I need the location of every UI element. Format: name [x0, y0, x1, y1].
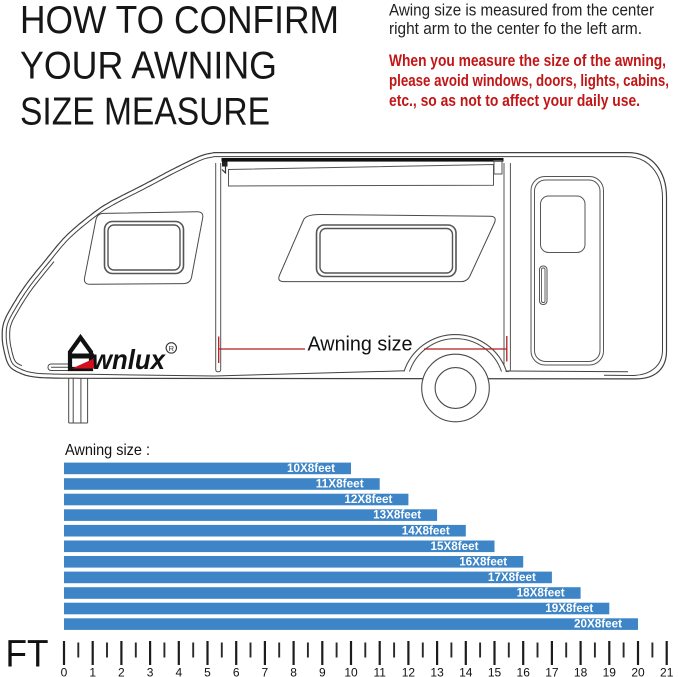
svg-text:20X8feet: 20X8feet — [574, 617, 622, 631]
svg-text:11: 11 — [373, 665, 386, 677]
svg-text:HOW TO CONFIRM: HOW TO CONFIRM — [20, 0, 339, 42]
svg-text:14: 14 — [459, 665, 473, 677]
svg-text:17: 17 — [545, 665, 559, 677]
svg-text:4: 4 — [175, 665, 182, 677]
svg-text:7: 7 — [262, 665, 269, 677]
svg-text:R: R — [169, 344, 175, 353]
svg-text:15: 15 — [488, 665, 502, 677]
svg-text:wnlux: wnlux — [92, 344, 167, 375]
svg-text:0: 0 — [61, 665, 68, 677]
svg-text:15X8feet: 15X8feet — [431, 539, 479, 553]
svg-text:YOUR AWNING: YOUR AWNING — [20, 45, 277, 88]
svg-text:12X8feet: 12X8feet — [344, 492, 392, 506]
svg-text:19: 19 — [603, 665, 617, 677]
svg-text:9: 9 — [319, 665, 326, 677]
svg-text:Awning size: Awning size — [308, 333, 413, 356]
svg-text:12: 12 — [402, 665, 416, 677]
svg-text:14X8feet: 14X8feet — [402, 523, 450, 537]
svg-text:5: 5 — [204, 665, 211, 677]
svg-text:18: 18 — [574, 665, 588, 677]
svg-text:20: 20 — [631, 665, 645, 677]
svg-text:2: 2 — [118, 665, 125, 677]
svg-text:16: 16 — [517, 665, 531, 677]
svg-text:10X8feet: 10X8feet — [287, 461, 335, 475]
svg-text:Awing size is measured from th: Awing size is measured from the center — [389, 1, 655, 19]
svg-text:17X8feet: 17X8feet — [488, 570, 536, 584]
svg-text:3: 3 — [147, 665, 154, 677]
svg-text:Awning size :: Awning size : — [65, 442, 150, 459]
svg-text:SIZE MEASURE: SIZE MEASURE — [20, 91, 270, 134]
svg-text:13: 13 — [430, 665, 444, 677]
svg-text:right arm to the center fo the: right arm to the center fo the left arm. — [389, 20, 642, 38]
svg-text:etc., so as not to affect your: etc., so as not to affect your daily use… — [389, 92, 640, 110]
svg-text:1: 1 — [89, 665, 96, 677]
svg-text:FT: FT — [6, 634, 49, 676]
svg-text:please avoid windows, doors, l: please avoid windows, doors, lights, cab… — [389, 72, 669, 90]
svg-text:13X8feet: 13X8feet — [373, 508, 421, 522]
svg-text:21: 21 — [660, 665, 674, 677]
svg-text:18X8feet: 18X8feet — [517, 586, 565, 600]
svg-text:6: 6 — [233, 665, 240, 677]
svg-text:16X8feet: 16X8feet — [459, 554, 507, 568]
svg-text:19X8feet: 19X8feet — [545, 601, 593, 615]
svg-text:10: 10 — [344, 665, 358, 677]
svg-text:When you measure the size of t: When you measure the size of the awning, — [389, 52, 666, 70]
svg-text:11X8feet: 11X8feet — [316, 477, 364, 491]
svg-text:8: 8 — [290, 665, 297, 677]
